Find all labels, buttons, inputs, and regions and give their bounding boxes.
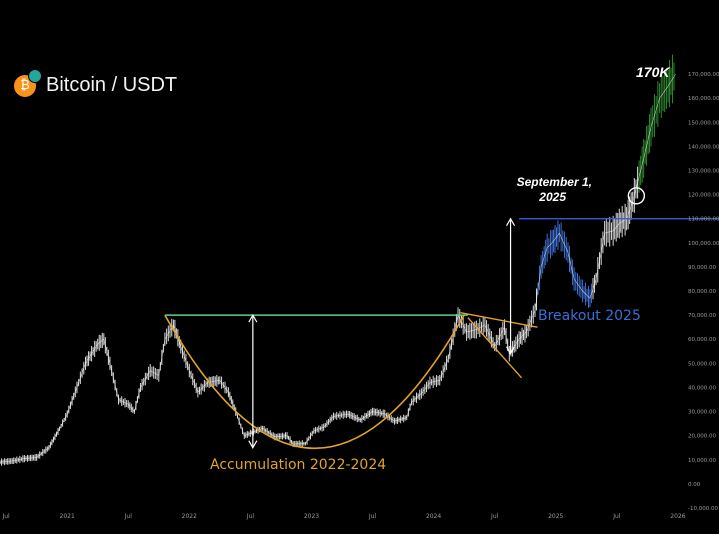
x-tick-label: 2025 bbox=[548, 513, 563, 520]
price-series bbox=[0, 54, 676, 466]
x-tick-label: 2024 bbox=[426, 513, 441, 520]
y-tick-label: 60,000.00 bbox=[688, 337, 716, 343]
y-tick-label: 80,000.00 bbox=[688, 289, 716, 295]
flag-depth-arrow-head-top bbox=[506, 217, 516, 227]
x-tick-label: Jul bbox=[246, 513, 255, 520]
september-date-label: September 1, bbox=[517, 175, 592, 189]
bitcoin-icon bbox=[14, 68, 42, 97]
accumulation-label: Accumulation 2022-2024 bbox=[210, 457, 386, 473]
y-tick-label: 40,000.00 bbox=[688, 385, 716, 391]
y-tick-label: 10,000.00 bbox=[688, 458, 716, 464]
y-tick-label: 110,000.00 bbox=[688, 217, 719, 223]
cup-depth-arrow-head-bottom bbox=[248, 440, 258, 449]
y-tick-label: 130,000.00 bbox=[688, 168, 719, 174]
price-line bbox=[0, 73, 676, 463]
chart-title: Bitcoin / USDT bbox=[46, 74, 178, 96]
september-year-label: 2025 bbox=[538, 190, 566, 204]
chart-header: Bitcoin / USDT bbox=[14, 68, 178, 97]
y-tick-label: 90,000.00 bbox=[688, 265, 716, 271]
y-tick-label: 0.00 bbox=[688, 482, 701, 488]
x-tick-label: Jul bbox=[124, 513, 133, 520]
flag-lower-line bbox=[467, 317, 523, 379]
y-tick-label: 140,000.00 bbox=[688, 144, 719, 150]
cup-curve bbox=[164, 314, 465, 449]
x-tick-label: Jul bbox=[368, 513, 377, 520]
y-tick-label: 170,000.00 bbox=[688, 72, 719, 78]
flag-depth-arrow-head-bottom bbox=[506, 346, 516, 355]
cup-depth-arrow-head-top bbox=[248, 313, 258, 323]
x-tick-label: 2026 bbox=[670, 513, 685, 520]
y-tick-label: 160,000.00 bbox=[688, 96, 719, 102]
y-tick-label: 150,000.00 bbox=[688, 120, 719, 126]
x-tick-label: 2021 bbox=[60, 513, 75, 520]
y-tick-label: 120,000.00 bbox=[688, 193, 719, 199]
y-tick-label: -10,000.00 bbox=[688, 506, 718, 512]
peak-label: 170K bbox=[636, 64, 670, 80]
y-tick-label: 100,000.00 bbox=[688, 241, 719, 247]
x-tick-label: Jul bbox=[490, 513, 499, 520]
x-tick-label: Jul bbox=[612, 513, 621, 520]
flag-upper-line bbox=[460, 312, 538, 328]
breakout-label: Breakout 2025 bbox=[538, 308, 641, 324]
x-tick-label: Jul bbox=[1, 513, 10, 520]
y-tick-label: 30,000.00 bbox=[688, 410, 716, 416]
exchange-badge-icon bbox=[28, 68, 42, 83]
y-tick-label: 20,000.00 bbox=[688, 434, 716, 440]
y-tick-label: 70,000.00 bbox=[688, 313, 716, 319]
x-tick-label: 2023 bbox=[304, 513, 319, 520]
x-tick-label: 2022 bbox=[182, 513, 197, 520]
september-marker bbox=[627, 187, 646, 205]
y-tick-label: 50,000.00 bbox=[688, 361, 716, 367]
